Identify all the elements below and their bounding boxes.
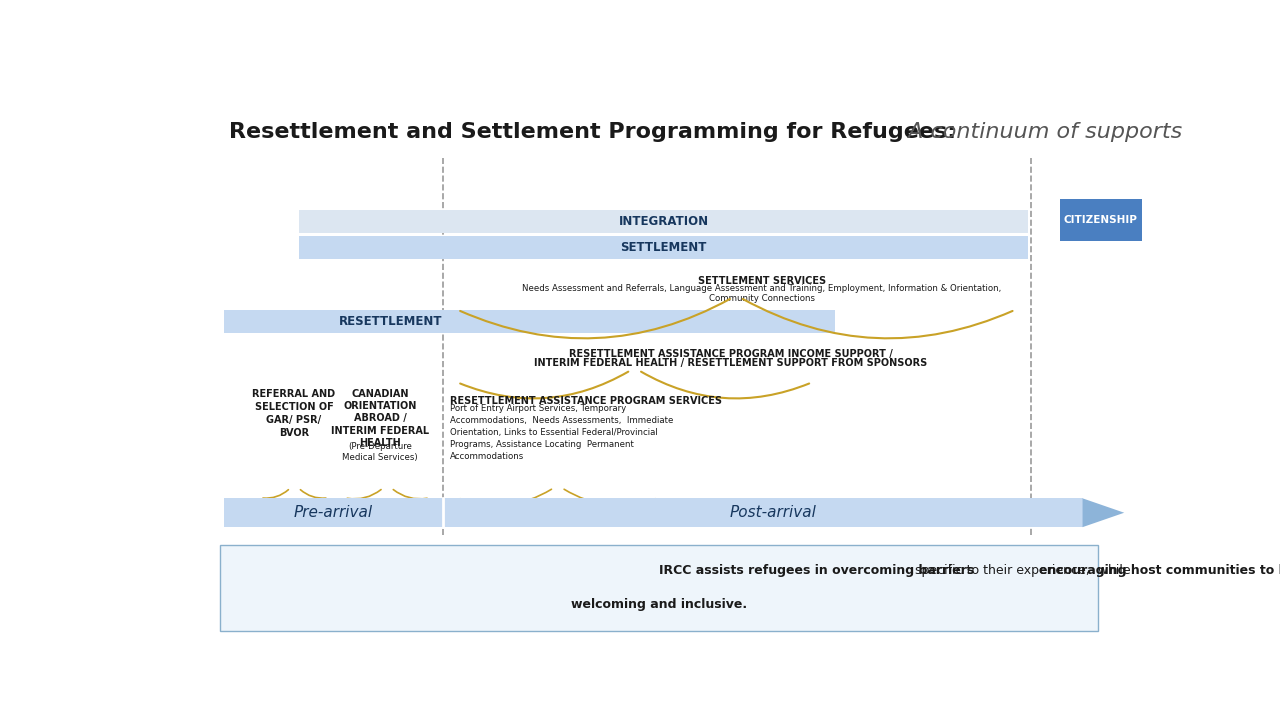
Text: Post-arrival: Post-arrival xyxy=(730,505,815,521)
Text: RESETTLEMENT: RESETTLEMENT xyxy=(338,315,442,328)
Text: INTEGRATION: INTEGRATION xyxy=(618,215,709,228)
Text: Pre-arrival: Pre-arrival xyxy=(294,505,374,521)
Text: Needs Assessment and Referrals, Language Assessment and Training, Employment, In: Needs Assessment and Referrals, Language… xyxy=(522,284,1001,293)
Text: CANADIAN
ORIENTATION
ABROAD /
INTERIM FEDERAL
HEALTH: CANADIAN ORIENTATION ABROAD / INTERIM FE… xyxy=(332,389,429,448)
FancyBboxPatch shape xyxy=(224,498,1083,527)
Text: INTERIM FEDERAL HEALTH / RESETTLEMENT SUPPORT FROM SPONSORS: INTERIM FEDERAL HEALTH / RESETTLEMENT SU… xyxy=(534,358,927,368)
FancyBboxPatch shape xyxy=(220,546,1098,631)
Text: encouraging host communities to become more: encouraging host communities to become m… xyxy=(1039,564,1280,577)
Text: CITIZENSHIP: CITIZENSHIP xyxy=(1064,215,1138,225)
FancyBboxPatch shape xyxy=(1060,199,1142,240)
Text: RESETTLEMENT ASSISTANCE PROGRAM INCOME SUPPORT /: RESETTLEMENT ASSISTANCE PROGRAM INCOME S… xyxy=(568,348,892,359)
Text: REFERRAL AND
SELECTION OF
GAR/ PSR/
BVOR: REFERRAL AND SELECTION OF GAR/ PSR/ BVOR xyxy=(252,389,335,438)
FancyBboxPatch shape xyxy=(300,236,1028,259)
Polygon shape xyxy=(1083,498,1124,527)
Text: RESETTLEMENT ASSISTANCE PROGRAM SERVICES: RESETTLEMENT ASSISTANCE PROGRAM SERVICES xyxy=(449,396,722,406)
Text: A continuum of supports: A continuum of supports xyxy=(901,122,1183,143)
Text: Community Connections: Community Connections xyxy=(709,294,814,303)
FancyBboxPatch shape xyxy=(224,310,835,333)
Text: SETTLEMENT SERVICES: SETTLEMENT SERVICES xyxy=(698,276,826,286)
Text: welcoming and inclusive.: welcoming and inclusive. xyxy=(571,598,748,611)
Text: Port of Entry Airport Services, Temporary
Accommodations,  Needs Assessments,  I: Port of Entry Airport Services, Temporar… xyxy=(449,403,673,461)
FancyBboxPatch shape xyxy=(300,210,1028,233)
Text: specific to their experience,  while: specific to their experience, while xyxy=(915,564,1134,577)
Text: IRCC assists refugees in overcoming barriers: IRCC assists refugees in overcoming barr… xyxy=(659,564,974,577)
Text: Resettlement and Settlement Programming for Refugees:: Resettlement and Settlement Programming … xyxy=(229,122,956,143)
Text: SETTLEMENT: SETTLEMENT xyxy=(621,241,707,254)
Text: (Pre-Departure
Medical Services): (Pre-Departure Medical Services) xyxy=(343,442,419,462)
